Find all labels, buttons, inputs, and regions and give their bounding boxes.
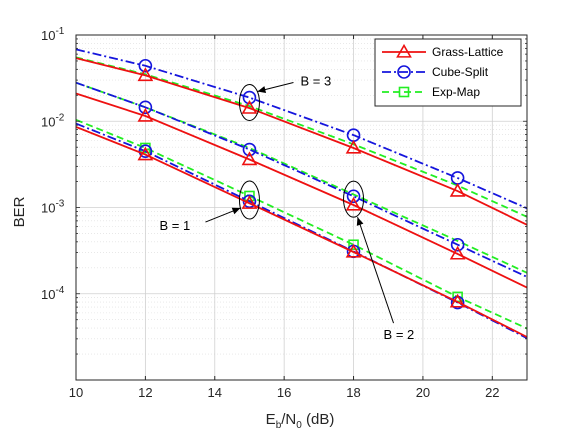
data-point-marker xyxy=(241,100,258,114)
data-point-marker xyxy=(137,107,154,122)
data-point-marker xyxy=(242,142,257,157)
data-point-marker xyxy=(346,189,361,204)
data-point-marker xyxy=(138,58,153,73)
x-tick-label: 16 xyxy=(277,385,291,400)
data-point-marker xyxy=(345,139,362,154)
series-line xyxy=(75,118,528,330)
x-tick-label: 22 xyxy=(485,385,499,400)
annotation-label: B = 3 xyxy=(300,73,331,88)
data-point-marker xyxy=(449,182,466,197)
series-lines xyxy=(75,48,528,340)
legend-label: Exp-Map xyxy=(432,85,480,99)
annotation-arrow xyxy=(257,82,294,93)
data-point-marker xyxy=(450,237,465,252)
x-tick-label: 12 xyxy=(138,385,152,400)
x-tick-label: 14 xyxy=(208,385,222,400)
legend-marker xyxy=(398,86,410,98)
y-axis-label: BER xyxy=(11,196,28,227)
series-line xyxy=(75,48,528,210)
data-point-marker xyxy=(137,67,154,82)
data-point-marker xyxy=(345,196,362,211)
data-point-marker xyxy=(449,245,466,260)
data-point-marker xyxy=(138,144,153,158)
annotation-arrow xyxy=(205,207,241,223)
series-line xyxy=(75,57,528,226)
legend-entry: Cube-Split xyxy=(382,65,489,79)
series-cube-split-2 xyxy=(75,81,528,278)
legend-label: Cube-Split xyxy=(432,65,489,79)
annotation-ellipse xyxy=(343,180,365,218)
legend-entry: Grass-Lattice xyxy=(382,43,504,59)
series-grass-lattice-2 xyxy=(75,92,528,289)
legend-marker xyxy=(396,43,412,58)
legend-entry: Exp-Map xyxy=(382,85,480,99)
annotation-label: B = 2 xyxy=(384,327,415,342)
y-tick-label: 10-2 xyxy=(41,112,65,129)
y-tick-label: 10-3 xyxy=(41,199,65,216)
annotation-ellipse xyxy=(238,180,260,220)
series-line xyxy=(75,92,528,289)
data-point-marker xyxy=(348,239,359,251)
series-line xyxy=(75,81,528,274)
legend-marker xyxy=(397,65,411,79)
x-tick-label: 20 xyxy=(416,385,430,400)
data-point-marker xyxy=(137,146,154,161)
data-point-marker xyxy=(345,243,362,258)
series-line xyxy=(75,56,528,218)
series-line xyxy=(75,81,528,278)
annotation-arrow xyxy=(356,216,395,324)
annotation-ellipse xyxy=(238,83,260,121)
annotation-label: B = 1 xyxy=(159,218,190,233)
annotations: B = 3 B = 1 B = 2 xyxy=(159,73,414,342)
data-point-marker xyxy=(241,151,258,166)
data-point-marker xyxy=(449,293,466,308)
data-point-marker xyxy=(241,195,258,209)
axis-ticks: 10 12 14 16 18 20 22 10-1 10-2 10-3 10-4 xyxy=(41,26,527,400)
data-point-marker xyxy=(242,90,257,105)
series-grass-lattice-1 xyxy=(75,126,528,338)
series-exp-map-2 xyxy=(75,81,528,274)
data-point-marker xyxy=(138,100,153,115)
series-line xyxy=(75,126,528,338)
x-axis-label: Eb/N0 (dB) xyxy=(266,411,335,431)
x-tick-label: 10 xyxy=(69,385,83,400)
y-tick-label: 10-4 xyxy=(41,285,65,302)
legend: Grass-Lattice Cube-Split Exp-Map xyxy=(374,38,522,107)
legend-label: Grass-Lattice xyxy=(432,45,504,59)
series-grass-lattice-3 xyxy=(75,57,528,226)
x-tick-label: 18 xyxy=(346,385,360,400)
series-exp-map-3 xyxy=(75,56,528,218)
y-tick-label: 10-1 xyxy=(41,26,65,43)
